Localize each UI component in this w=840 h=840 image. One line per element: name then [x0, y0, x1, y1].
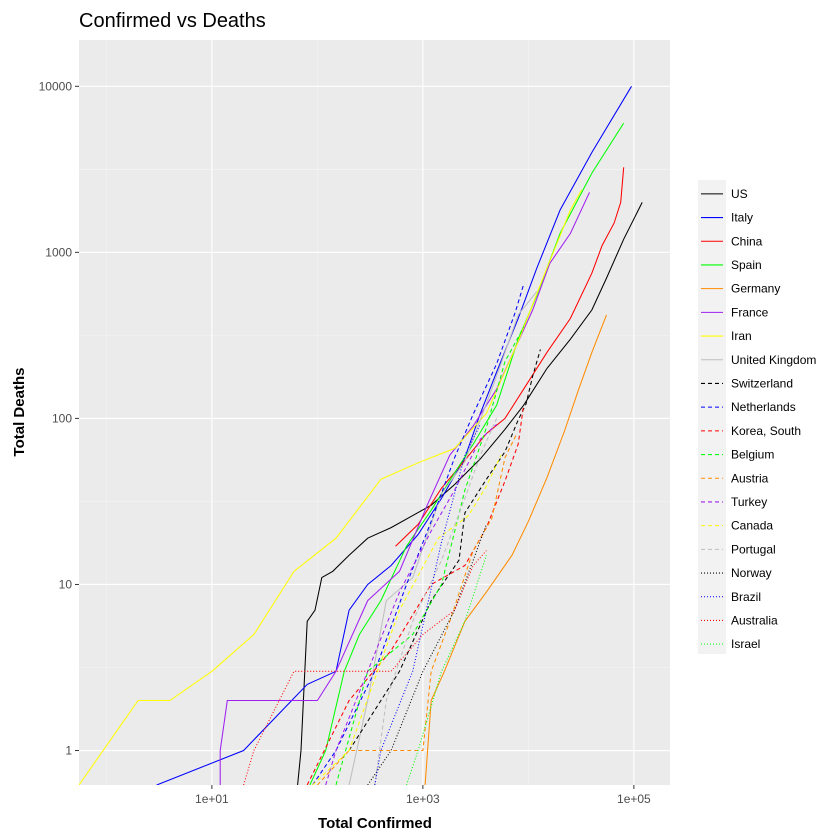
series-line [297, 202, 643, 785]
y-tick-label: 10 [59, 577, 73, 591]
legend-item: Brazil [701, 590, 761, 604]
series-line [424, 314, 607, 785]
series-line [348, 291, 538, 785]
legend: US Italy China Spain Germany France Iran United… [698, 180, 816, 654]
series-line [312, 284, 525, 785]
legend-item: Korea, South [701, 424, 801, 438]
y-tick-label: 1000 [45, 245, 72, 259]
legend-label: Germany [731, 282, 780, 296]
y-axis-title: Total Deaths [11, 368, 28, 457]
series-line [317, 434, 517, 785]
legend-item: Iran [701, 329, 752, 343]
series-line [374, 418, 498, 785]
series-line [374, 424, 481, 785]
legend-label: Australia [731, 613, 778, 627]
legend-item: Canada [701, 519, 773, 533]
legend-label: Netherlands [731, 400, 796, 414]
legend-item: Australia [701, 613, 778, 627]
legend-item: Turkey [701, 495, 767, 509]
legend-item: Portugal [701, 542, 776, 556]
legend-item: Switzerland [701, 376, 793, 390]
legend-item: Spain [701, 258, 762, 272]
legend-label: Italy [731, 211, 753, 225]
legend-item: Italy [701, 211, 753, 225]
legend-item: Germany [701, 282, 780, 296]
x-tick-label: 1e+03 [406, 792, 440, 806]
legend-item: Austria [701, 471, 769, 485]
legend-label: Spain [731, 258, 762, 272]
legend-key-background [698, 180, 726, 654]
x-tick-label: 1e+01 [195, 792, 229, 806]
x-tick-label: 1e+05 [617, 792, 651, 806]
legend-item: Belgium [701, 448, 774, 462]
series-line [312, 454, 502, 785]
series-line [79, 189, 583, 785]
plot-series [79, 86, 643, 785]
legend-label: Brazil [731, 590, 761, 604]
series-line [156, 86, 632, 785]
legend-label: Israel [731, 637, 760, 651]
legend-label: Turkey [731, 495, 767, 509]
legend-item: United Kingdom [701, 353, 816, 367]
legend-label: Belgium [731, 448, 774, 462]
legend-label: Portugal [731, 542, 776, 556]
series-line [348, 349, 541, 751]
grid [79, 40, 670, 785]
legend-label: Iran [731, 329, 752, 343]
legend-item: Norway [701, 566, 772, 580]
y-axis: 1 10 100 1000 10000 [39, 79, 79, 758]
legend-label: Norway [731, 566, 772, 580]
legend-label: Canada [731, 519, 773, 533]
legend-label: France [731, 305, 769, 319]
legend-item: US [701, 187, 748, 201]
legend-label: Korea, South [731, 424, 801, 438]
legend-item: China [701, 234, 763, 248]
series-line [367, 524, 487, 785]
y-tick-label: 100 [52, 411, 72, 425]
x-axis-title: Total Confirmed [318, 815, 432, 832]
series-line [335, 327, 525, 785]
y-tick-label: 10000 [39, 79, 73, 93]
series-line [219, 192, 590, 785]
plot-panel [79, 40, 670, 785]
x-axis: 1e+01 1e+03 1e+05 [195, 785, 651, 806]
y-tick-label: 1 [65, 744, 72, 758]
series-line [406, 555, 487, 785]
series-line [243, 550, 487, 785]
legend-item: Israel [701, 637, 760, 651]
chart-title: Confirmed vs Deaths [79, 10, 266, 32]
series-line [325, 424, 497, 785]
legend-label: China [731, 234, 763, 248]
legend-label: US [731, 187, 748, 201]
series-line [306, 405, 525, 785]
legend-label: Switzerland [731, 376, 793, 390]
legend-label: Austria [731, 471, 769, 485]
legend-label: United Kingdom [731, 353, 816, 367]
legend-item: Netherlands [701, 400, 796, 414]
legend-item: France [701, 305, 769, 319]
